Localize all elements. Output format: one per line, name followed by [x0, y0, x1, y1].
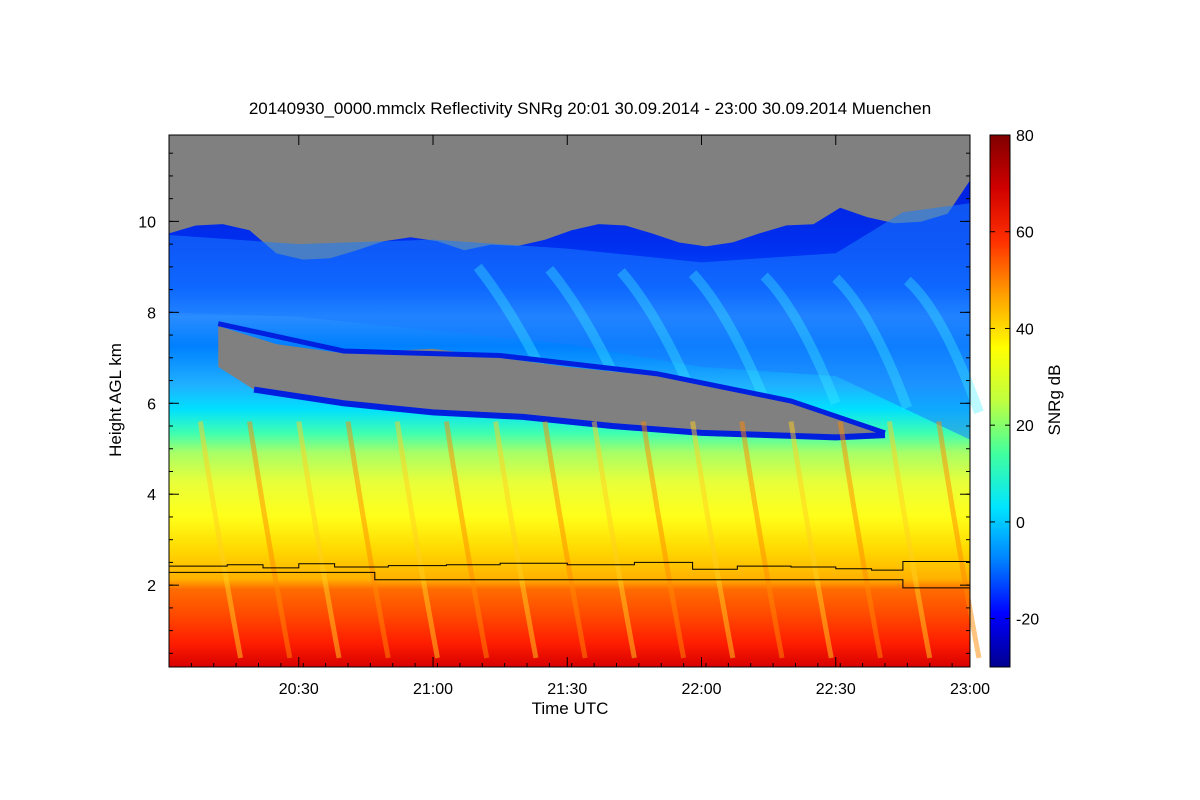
fall-streak: [739, 421, 785, 659]
chart-title: 20140930_0000.mmclx Reflectivity SNRg 20…: [249, 99, 931, 118]
x-tick-label: 20:30: [279, 681, 319, 698]
x-tick-label: 22:00: [681, 681, 721, 698]
y-tick-label: 8: [147, 305, 156, 322]
fall-streak: [443, 421, 490, 659]
fall-streak: [688, 270, 769, 401]
fall-streak: [903, 276, 984, 415]
upper-cloud-layer: [169, 203, 970, 440]
x-axis-label: Time UTC: [532, 699, 609, 718]
fall-streak: [617, 268, 698, 397]
colorbar-tick-label: 0: [1016, 515, 1025, 532]
x-axis: 20:30 21:00 21:30 22:00 22:30 23:00: [168, 135, 990, 698]
fall-streak: [542, 421, 588, 659]
y-tick-label: 6: [147, 396, 156, 413]
heatmap-plot: [169, 135, 984, 667]
series-line-0: [169, 561, 971, 571]
fall-streak: [788, 421, 834, 659]
fall-streak: [886, 421, 933, 659]
y-tick-label: 4: [147, 487, 156, 504]
y-tick-label: 2: [147, 578, 156, 595]
y-tick-label: 10: [138, 214, 156, 231]
y-axis-label: Height AGL km: [106, 343, 125, 457]
colorbar-tick-label: 80: [1016, 128, 1034, 145]
colorbar-tick-label: 60: [1016, 225, 1034, 242]
y-axis: 2 4 6 8 10: [138, 152, 970, 654]
series-line-1: [169, 571, 970, 589]
colorbar-tick-label: 40: [1016, 321, 1034, 338]
x-tick-label: 22:30: [816, 681, 856, 698]
fall-streak: [837, 421, 883, 659]
x-tick-label: 21:00: [413, 681, 453, 698]
fall-streak: [493, 421, 539, 659]
x-tick-label: 21:30: [547, 681, 587, 698]
fall-streak: [197, 421, 244, 659]
fall-streak: [936, 421, 982, 659]
fall-streak: [591, 421, 637, 659]
fall-streak: [296, 421, 342, 659]
fall-streak: [832, 274, 913, 410]
gap-upper-edge: [217, 321, 886, 436]
fall-streak: [690, 421, 736, 659]
plot-frame: [168, 134, 971, 668]
colorbar-tick-label: -20: [1016, 612, 1039, 629]
fall-streak: [247, 421, 293, 659]
colorbar: -20 0 20 40 60 80: [989, 128, 1039, 668]
fall-streak: [345, 421, 391, 659]
colorbar-label: SNRg dB: [1045, 365, 1064, 436]
colorbar-gradient: [989, 134, 1011, 668]
fall-streak: [760, 272, 841, 406]
fall-streak: [640, 421, 687, 659]
x-tick-label: 23:00: [950, 681, 990, 698]
fall-streak: [394, 421, 440, 659]
colorbar-tick-label: 20: [1016, 418, 1034, 435]
gap-lower-edge: [253, 386, 886, 441]
